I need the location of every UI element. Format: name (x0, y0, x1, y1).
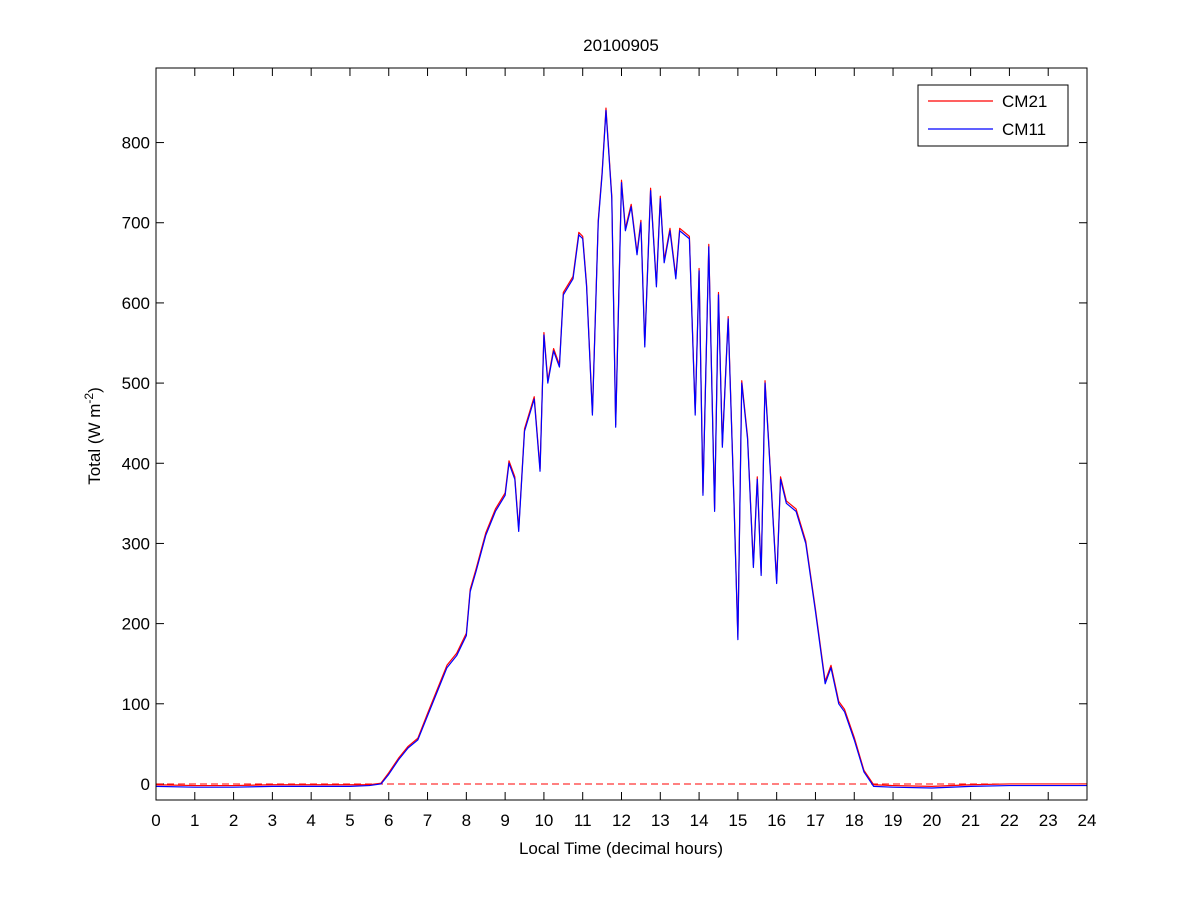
x-tick-label: 18 (845, 811, 864, 830)
chart-title: 20100905 (583, 36, 659, 55)
y-tick-label: 0 (141, 775, 150, 794)
y-label-suffix: ) (85, 387, 104, 393)
x-tick-label: 6 (384, 811, 393, 830)
x-tick-label: 20 (922, 811, 941, 830)
legend-box (917, 84, 1069, 147)
x-tick-label: 15 (728, 811, 747, 830)
x-tick-label: 0 (151, 811, 160, 830)
legend-label: CM11 (1002, 120, 1046, 139)
x-tick-label: 16 (767, 811, 786, 830)
x-tick-label: 9 (500, 811, 509, 830)
x-axis-label: Local Time (decimal hours) (519, 839, 723, 858)
x-tick-label: 3 (268, 811, 277, 830)
legend-label: CM21 (1002, 92, 1047, 111)
x-tick-label: 19 (884, 811, 903, 830)
y-tick-label: 200 (122, 615, 150, 634)
x-tick-label: 8 (462, 811, 471, 830)
x-tick-label: 11 (574, 811, 592, 830)
y-axis-label: Total (W m-2) (82, 387, 104, 485)
x-tick-label: 1 (190, 811, 199, 830)
x-tick-label: 5 (345, 811, 354, 830)
y-label-text: Total (W m (85, 404, 104, 485)
x-tick-label: 22 (1000, 811, 1019, 830)
x-tick-label: 24 (1078, 811, 1097, 830)
y-tick-label: 300 (122, 534, 150, 553)
y-tick-label: 100 (122, 695, 150, 714)
y-tick-label: 600 (122, 294, 150, 313)
x-tick-label: 10 (534, 811, 553, 830)
y-tick-label: 800 (122, 134, 150, 153)
plot-frame (155, 67, 1088, 801)
x-tick-label: 12 (612, 811, 631, 830)
y-tick-label: 400 (122, 454, 150, 473)
x-tick-label: 4 (306, 811, 315, 830)
x-tick-label: 14 (690, 811, 709, 830)
x-tick-label: 21 (961, 811, 980, 830)
x-tick-label: 17 (806, 811, 825, 830)
x-tick-label: 2 (229, 811, 238, 830)
x-tick-label: 23 (1039, 811, 1058, 830)
y-label-sup: -2 (82, 393, 96, 404)
y-tick-label: 500 (122, 374, 150, 393)
y-tick-label: 700 (122, 214, 150, 233)
x-tick-label: 7 (423, 811, 432, 830)
data-line (155, 109, 1087, 789)
x-tick-label: 13 (651, 811, 670, 830)
